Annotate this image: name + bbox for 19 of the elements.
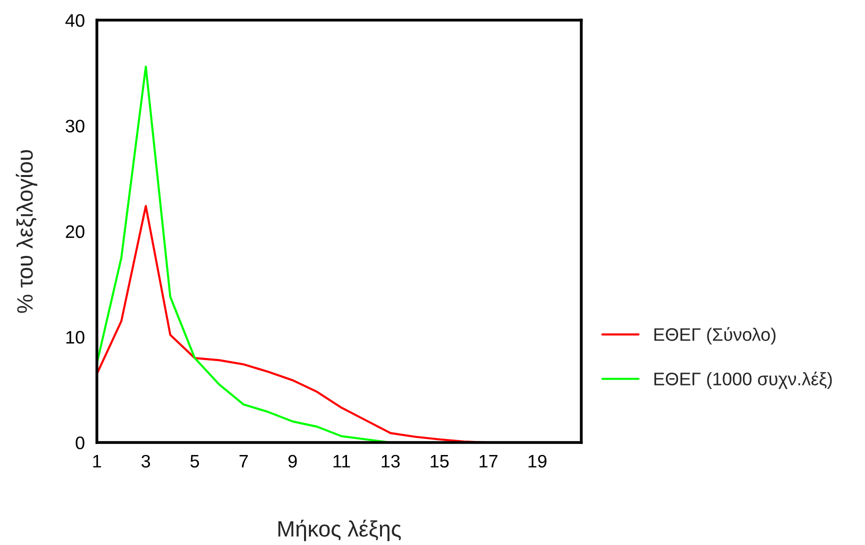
x-tick-label: 13 <box>382 454 400 468</box>
y-tick-label: 30 <box>66 120 84 132</box>
y-axis-title: % του λεξιλογίου <box>16 150 38 313</box>
x-tick-label: 15 <box>430 455 449 468</box>
legend-label: ΕΘΕΓ (Σύνολο) <box>654 327 776 345</box>
y-tick-label: 40 <box>65 14 84 27</box>
x-tick-label: 5 <box>190 455 200 468</box>
x-axis-title: Μήκος λέξης <box>278 520 401 542</box>
x-tick-label: 11 <box>334 455 350 468</box>
x-tick-label: 17 <box>480 455 498 468</box>
x-tick-label: 7 <box>240 455 248 468</box>
x-tick-label: 1 <box>93 455 102 468</box>
y-tick-label: 10 <box>66 330 84 344</box>
x-tick-label: 19 <box>528 454 546 468</box>
y-tick-label: 0 <box>76 436 84 450</box>
y-tick-label: 20 <box>66 225 84 238</box>
x-tick-label: 3 <box>141 454 150 468</box>
legend-label: ΕΘΕΓ (1000 συχν.λέξ) <box>654 372 832 389</box>
x-tick-label: 9 <box>288 454 297 468</box>
